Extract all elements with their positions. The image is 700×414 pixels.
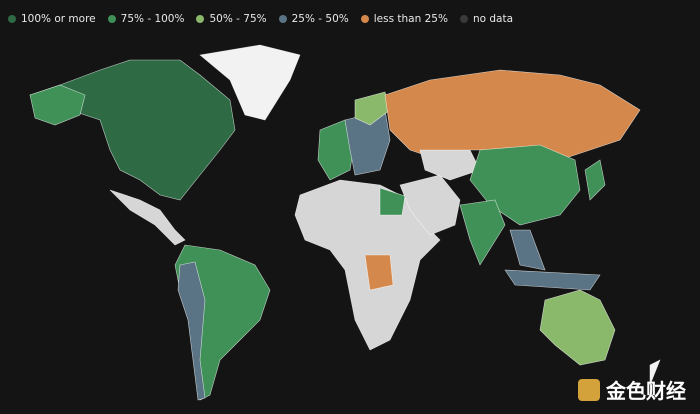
japan xyxy=(584,159,606,201)
legend-item: 75% - 100% xyxy=(107,13,185,25)
australia xyxy=(539,289,616,366)
drc xyxy=(364,254,394,291)
new-zealand xyxy=(649,359,661,386)
legend-label: no data xyxy=(472,13,514,25)
legend-swatch xyxy=(107,15,116,23)
india xyxy=(459,199,506,266)
greenland xyxy=(199,44,301,121)
north-america xyxy=(29,59,236,201)
legend-label: less than 25% xyxy=(373,13,448,25)
legend-label: 75% - 100% xyxy=(120,13,185,25)
legend-item: 25% - 50% xyxy=(278,13,349,25)
legend-item: 50% - 75% xyxy=(196,13,267,25)
legend-swatch xyxy=(459,15,468,23)
legend-item: no data xyxy=(459,13,514,25)
kazakhstan xyxy=(419,149,481,181)
legend-label: 50% - 75% xyxy=(209,13,267,25)
russia xyxy=(384,69,641,161)
watermark-logo xyxy=(578,378,600,401)
legend-item: less than 25% xyxy=(360,13,448,25)
legend-swatch xyxy=(196,15,205,23)
legend-swatch xyxy=(278,15,287,23)
andes xyxy=(177,261,206,401)
legend-label: 100% or more xyxy=(21,13,96,25)
watermark-text: 金色财经 xyxy=(606,379,686,403)
legend-swatch xyxy=(360,15,369,23)
southeast-asia xyxy=(509,229,546,271)
central-america xyxy=(109,189,186,246)
watermark: 金色财经 xyxy=(578,375,686,404)
legend-label: 25% - 50% xyxy=(291,13,349,25)
china xyxy=(469,144,581,226)
legend-item: 100% or more xyxy=(8,13,96,25)
egypt xyxy=(379,187,406,216)
legend: 100% or more 75% - 100% 50% - 75% 25% - 50%… xyxy=(8,13,513,25)
scandinavia xyxy=(354,91,391,126)
alaska xyxy=(29,84,86,126)
legend-swatch xyxy=(8,15,16,23)
indonesia xyxy=(504,269,601,291)
